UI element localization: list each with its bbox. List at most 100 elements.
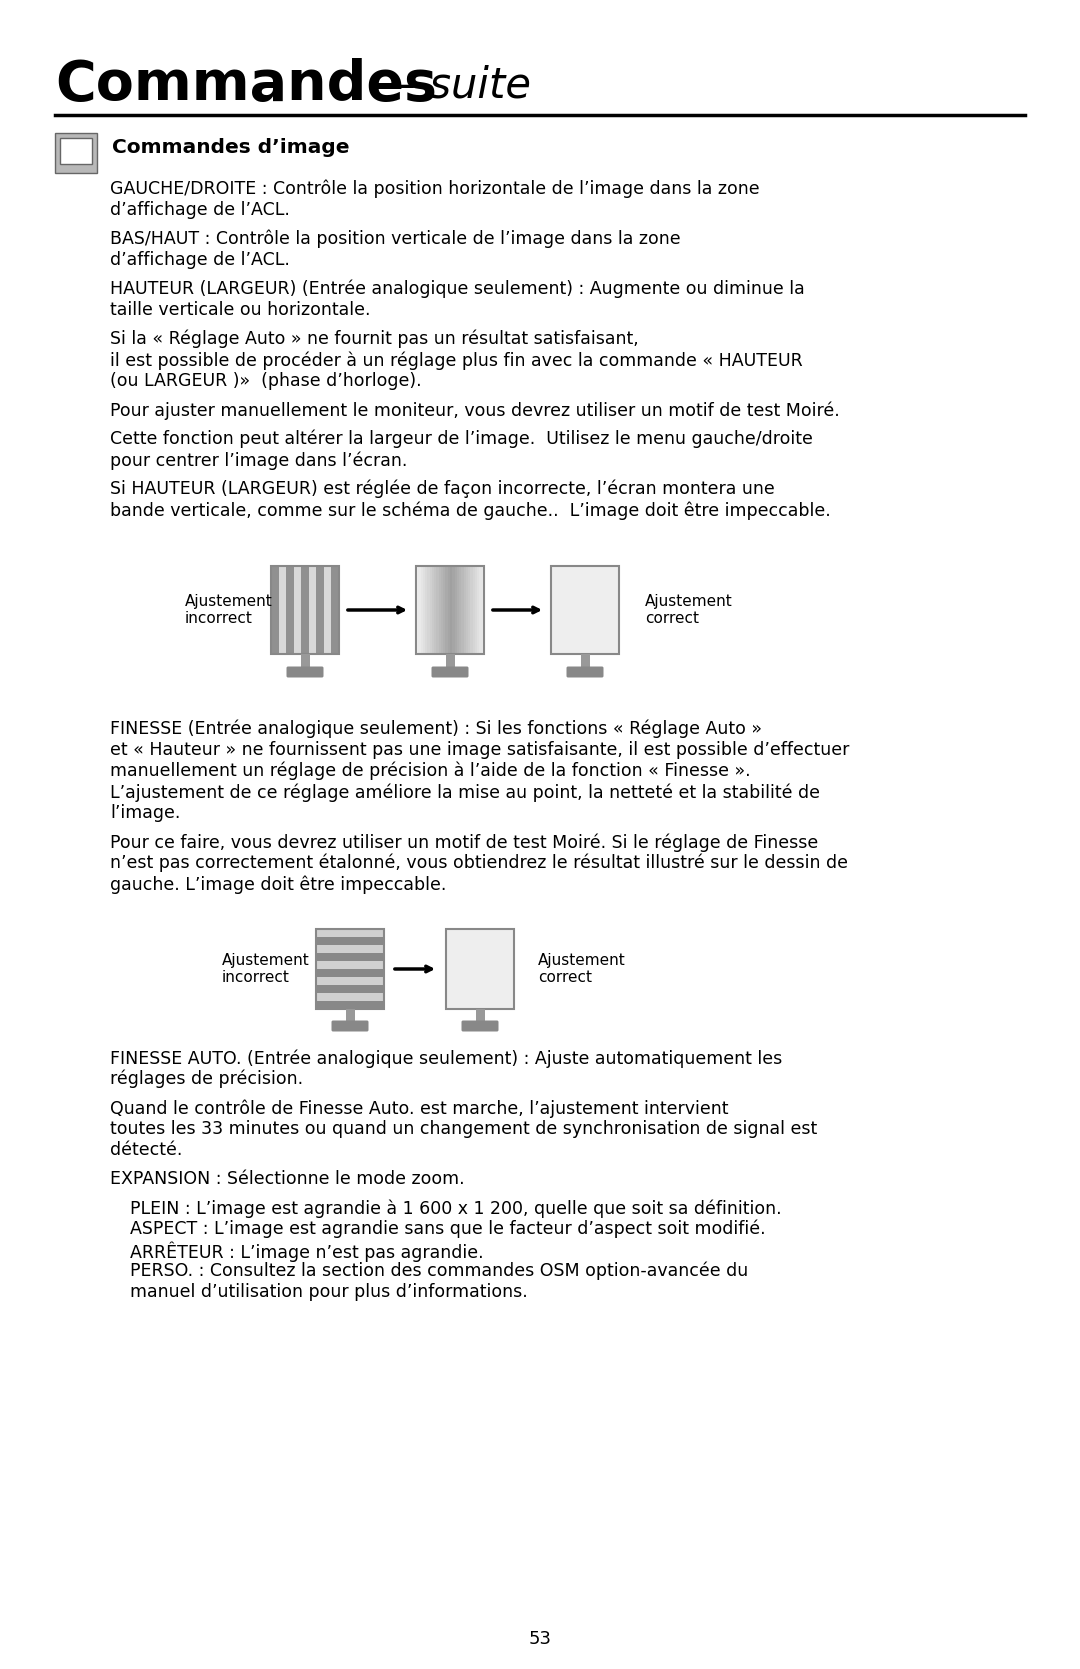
Bar — [551, 566, 619, 654]
FancyBboxPatch shape — [567, 666, 604, 678]
Bar — [475, 566, 477, 654]
Text: GAUCHE/DROITE : Contrôle la position horizontale de l’image dans la zone: GAUCHE/DROITE : Contrôle la position hor… — [110, 180, 759, 199]
Text: EXPANSION : Sélectionne le mode zoom.: EXPANSION : Sélectionne le mode zoom. — [110, 1170, 464, 1188]
Text: Si la « Réglage Auto » ne fournit pas un résultat satisfaisant,: Si la « Réglage Auto » ne fournit pas un… — [110, 330, 638, 349]
Text: PERSO. : Consultez la section des commandes OSM option-avancée du: PERSO. : Consultez la section des comman… — [130, 1262, 748, 1280]
Bar — [316, 945, 384, 953]
Text: taille verticale ou horizontale.: taille verticale ou horizontale. — [110, 300, 370, 319]
Text: Ajustement
correct: Ajustement correct — [538, 953, 625, 985]
Text: n’est pas correctement étalonné, vous obtiendrez le résultat illustré sur le des: n’est pas correctement étalonné, vous ob… — [110, 855, 848, 873]
Text: Quand le contrôle de Finesse Auto. est marche, l’ajustement intervient: Quand le contrôle de Finesse Auto. est m… — [110, 1098, 729, 1118]
Bar — [448, 566, 450, 654]
Bar — [455, 566, 457, 654]
Bar — [324, 566, 332, 654]
Bar — [428, 566, 430, 654]
Bar — [482, 566, 485, 654]
Text: Ajustement
correct: Ajustement correct — [645, 594, 732, 626]
Bar — [309, 566, 316, 654]
Bar — [446, 654, 455, 668]
Text: d’affichage de l’ACL.: d’affichage de l’ACL. — [110, 200, 289, 219]
Bar — [286, 566, 294, 654]
Text: Commandes: Commandes — [55, 58, 437, 112]
Text: il est possible de procéder à un réglage plus fin avec la commande « HAUTEUR: il est possible de procéder à un réglage… — [110, 350, 802, 369]
Bar — [450, 566, 453, 654]
Bar — [316, 993, 384, 1001]
Bar — [434, 566, 437, 654]
Bar — [581, 654, 590, 668]
Text: l’image.: l’image. — [110, 804, 180, 823]
Bar — [279, 566, 286, 654]
Bar — [416, 566, 419, 654]
Bar — [416, 566, 484, 654]
Text: détecté.: détecté. — [110, 1142, 183, 1158]
Text: Cette fonction peut altérer la largeur de l’image.  Utilisez le menu gauche/droi: Cette fonction peut altérer la largeur d… — [110, 431, 813, 449]
Text: Pour ce faire, vous devrez utiliser un motif de test Moiré. Si le réglage de Fin: Pour ce faire, vous devrez utiliser un m… — [110, 833, 819, 851]
Text: réglages de précision.: réglages de précision. — [110, 1070, 303, 1088]
Bar — [468, 566, 471, 654]
Bar — [480, 566, 483, 654]
Bar — [316, 985, 384, 993]
Bar — [55, 134, 97, 174]
Text: FINESSE (Entrée analogique seulement) : Si les fonctions « Réglage Auto »: FINESSE (Entrée analogique seulement) : … — [110, 719, 762, 738]
Bar — [316, 970, 384, 976]
Text: L’ajustement de ce réglage améliore la mise au point, la netteté et la stabilité: L’ajustement de ce réglage améliore la m… — [110, 783, 820, 801]
Bar — [316, 930, 384, 1010]
Bar — [416, 566, 484, 654]
Text: toutes les 33 minutes ou quand un changement de synchronisation de signal est: toutes les 33 minutes ou quand un change… — [110, 1120, 818, 1138]
Bar — [475, 1010, 485, 1021]
Bar — [457, 566, 460, 654]
Text: pour centrer l’image dans l’écran.: pour centrer l’image dans l’écran. — [110, 451, 407, 469]
Text: Commandes d’image: Commandes d’image — [112, 139, 350, 157]
Bar — [438, 566, 442, 654]
Bar — [473, 566, 475, 654]
Text: PLEIN : L’image est agrandie à 1 600 x 1 200, quelle que soit sa définition.: PLEIN : L’image est agrandie à 1 600 x 1… — [130, 1198, 782, 1217]
Text: et « Hauteur » ne fournissent pas une image satisfaisante, il est possible d’eff: et « Hauteur » ne fournissent pas une im… — [110, 741, 849, 759]
Bar — [418, 566, 421, 654]
Bar — [316, 936, 384, 945]
Bar — [430, 566, 432, 654]
Bar — [453, 566, 455, 654]
Text: gauche. L’image doit être impeccable.: gauche. L’image doit être impeccable. — [110, 875, 446, 893]
Bar — [446, 930, 514, 1010]
Text: Ajustement
incorrect: Ajustement incorrect — [185, 594, 273, 626]
Bar — [436, 566, 440, 654]
Bar — [346, 1010, 354, 1021]
Text: ARRÊTEUR : L’image n’est pas agrandie.: ARRÊTEUR : L’image n’est pas agrandie. — [130, 1242, 484, 1262]
Text: Ajustement
incorrect: Ajustement incorrect — [222, 953, 310, 985]
Bar — [459, 566, 462, 654]
FancyBboxPatch shape — [332, 1020, 368, 1031]
Bar — [301, 566, 309, 654]
Text: (ou LARGEUR )»  (phase d’horloge).: (ou LARGEUR )» (phase d’horloge). — [110, 372, 421, 391]
Text: FINESSE AUTO. (Entrée analogique seulement) : Ajuste automatiquement les: FINESSE AUTO. (Entrée analogique seuleme… — [110, 1050, 782, 1068]
Bar — [551, 566, 619, 654]
Bar — [316, 930, 384, 936]
Bar — [271, 566, 339, 654]
FancyBboxPatch shape — [432, 666, 469, 678]
Bar — [316, 566, 324, 654]
FancyBboxPatch shape — [461, 1020, 499, 1031]
Text: Si HAUTEUR (LARGEUR) est réglée de façon incorrecte, l’écran montera une: Si HAUTEUR (LARGEUR) est réglée de façon… — [110, 481, 774, 499]
Bar — [300, 654, 310, 668]
Text: BAS/HAUT : Contrôle la position verticale de l’image dans la zone: BAS/HAUT : Contrôle la position vertical… — [110, 230, 680, 249]
Bar — [420, 566, 423, 654]
Bar — [316, 953, 384, 961]
Bar — [461, 566, 464, 654]
Bar — [477, 566, 480, 654]
Bar — [316, 961, 384, 970]
Bar — [316, 976, 384, 985]
Text: manuellement un réglage de précision à l’aide de la fonction « Finesse ».: manuellement un réglage de précision à l… — [110, 763, 751, 781]
Bar — [271, 566, 279, 654]
Bar — [426, 566, 428, 654]
Text: Pour ajuster manuellement le moniteur, vous devrez utiliser un motif de test Moi: Pour ajuster manuellement le moniteur, v… — [110, 401, 840, 419]
Bar — [445, 566, 448, 654]
Bar — [465, 566, 469, 654]
Bar — [446, 930, 514, 1010]
Text: HAUTEUR (LARGEUR) (Entrée analogique seulement) : Augmente ou diminue la: HAUTEUR (LARGEUR) (Entrée analogique seu… — [110, 280, 805, 299]
Bar — [316, 930, 384, 1010]
Text: ASPECT : L’image est agrandie sans que le facteur d’aspect soit modifié.: ASPECT : L’image est agrandie sans que l… — [130, 1220, 766, 1238]
Text: d’affichage de l’ACL.: d’affichage de l’ACL. — [110, 250, 289, 269]
Bar — [332, 566, 339, 654]
FancyBboxPatch shape — [286, 666, 324, 678]
Bar — [471, 566, 473, 654]
Bar — [294, 566, 301, 654]
